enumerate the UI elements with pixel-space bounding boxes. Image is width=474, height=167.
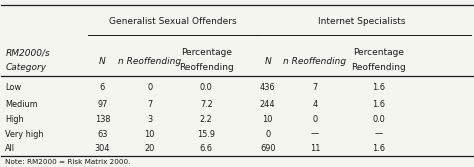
Text: Category: Category <box>5 63 46 72</box>
Text: All: All <box>5 144 16 153</box>
Text: 0.0: 0.0 <box>200 83 213 92</box>
Text: N: N <box>99 57 106 66</box>
Text: n Reoffending: n Reoffending <box>118 57 181 66</box>
Text: 6.6: 6.6 <box>200 144 213 153</box>
Text: 1.6: 1.6 <box>372 144 385 153</box>
Text: —: — <box>311 130 319 138</box>
Text: 2.2: 2.2 <box>200 115 213 124</box>
Text: 10: 10 <box>263 115 273 124</box>
Text: 97: 97 <box>97 100 108 109</box>
Text: Percentage: Percentage <box>181 48 232 57</box>
Text: Note: RM2000 = Risk Matrix 2000.: Note: RM2000 = Risk Matrix 2000. <box>5 159 131 165</box>
Text: 63: 63 <box>97 130 108 138</box>
Text: 10: 10 <box>145 130 155 138</box>
Text: 7: 7 <box>147 100 152 109</box>
Text: 436: 436 <box>260 83 275 92</box>
Text: 690: 690 <box>260 144 275 153</box>
Text: —: — <box>375 130 383 138</box>
Text: N: N <box>264 57 271 66</box>
Text: Reoffending: Reoffending <box>179 63 234 72</box>
Text: High: High <box>5 115 24 124</box>
Text: 0: 0 <box>265 130 270 138</box>
Text: Generalist Sexual Offenders: Generalist Sexual Offenders <box>109 17 237 26</box>
Text: 4: 4 <box>312 100 318 109</box>
Text: 0: 0 <box>147 83 152 92</box>
Text: 20: 20 <box>145 144 155 153</box>
Text: 1.6: 1.6 <box>372 100 385 109</box>
Text: RM2000/s: RM2000/s <box>5 48 50 57</box>
Text: n Reoffending: n Reoffending <box>283 57 346 66</box>
Text: Internet Specialists: Internet Specialists <box>319 17 406 26</box>
Text: Reoffending: Reoffending <box>351 63 406 72</box>
Text: 7.2: 7.2 <box>200 100 213 109</box>
Text: 0: 0 <box>312 115 318 124</box>
Text: 138: 138 <box>94 115 110 124</box>
Text: Low: Low <box>5 83 21 92</box>
Text: 304: 304 <box>94 144 110 153</box>
Text: Very high: Very high <box>5 130 44 138</box>
Text: 0.0: 0.0 <box>373 115 385 124</box>
Text: 1.6: 1.6 <box>372 83 385 92</box>
Text: Medium: Medium <box>5 100 38 109</box>
Text: 11: 11 <box>310 144 320 153</box>
Text: 7: 7 <box>312 83 318 92</box>
Text: 3: 3 <box>147 115 152 124</box>
Text: Percentage: Percentage <box>353 48 404 57</box>
Text: 244: 244 <box>260 100 275 109</box>
Text: 6: 6 <box>100 83 105 92</box>
Text: 15.9: 15.9 <box>197 130 215 138</box>
